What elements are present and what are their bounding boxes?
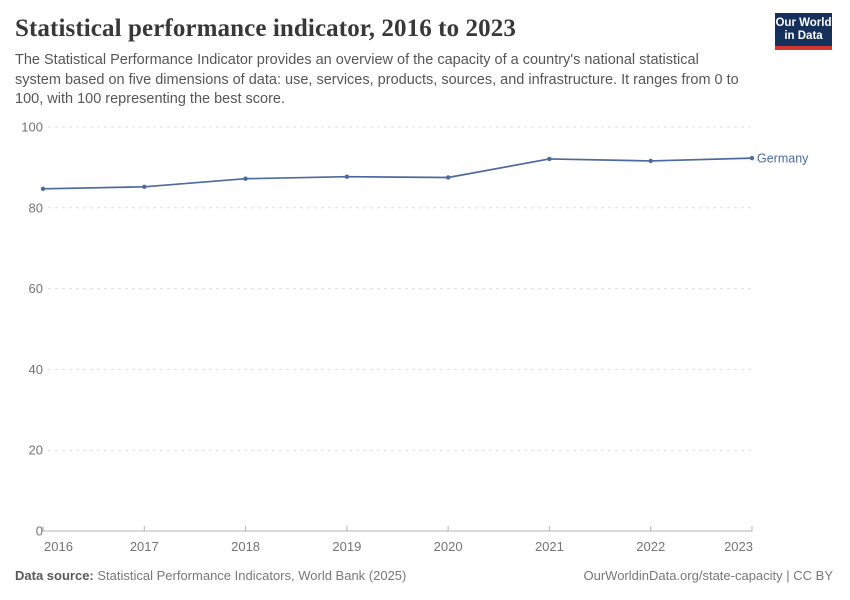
x-tick-label: 2021 (535, 539, 564, 554)
y-tick-label: 80 (29, 200, 43, 215)
x-tick-label: 2017 (130, 539, 159, 554)
y-tick-label: 0 (36, 524, 43, 539)
y-tick-label: 40 (29, 362, 43, 377)
chart-subtitle: The Statistical Performance Indicator pr… (15, 52, 739, 107)
data-source-value: Statistical Performance Indicators, Worl… (93, 568, 407, 583)
x-tick-label: 2018 (231, 539, 260, 554)
y-tick-label: 100 (21, 120, 43, 135)
x-tick-label: 2023 (724, 539, 753, 554)
x-tick-label: 2022 (636, 539, 665, 554)
data-point (344, 174, 350, 179)
data-point (40, 186, 46, 192)
series-label: Germany (757, 152, 809, 166)
data-point (547, 156, 552, 162)
data-point (749, 155, 755, 161)
data-point (243, 176, 248, 181)
owid-logo[interactable]: Our World in Data (775, 13, 832, 50)
x-tick-label: 2016 (44, 539, 73, 554)
data-source: Data source: Statistical Performance Ind… (15, 568, 406, 583)
x-tick-label: 2019 (332, 539, 361, 554)
data-point (648, 158, 653, 164)
line-chart: 0 20 40 60 80 100 2016 2017 2018 2019 2020 2021 2022… (21, 120, 809, 555)
data-line (42, 157, 753, 190)
y-tick-label: 20 (29, 443, 43, 458)
attribution-link[interactable]: OurWorldinData.org/state-capacity | CC B… (583, 568, 833, 583)
owid-logo-line1: Our World (775, 16, 832, 29)
data-point (142, 184, 147, 189)
data-point (445, 175, 451, 180)
owid-logo-line2: in Data (784, 29, 823, 42)
chart-footer: Data source: Statistical Performance Ind… (15, 568, 833, 583)
page-title: Statistical performance indicator, 2016 … (15, 15, 516, 42)
x-tick-label: 2020 (434, 539, 463, 554)
y-tick-label: 60 (29, 281, 43, 296)
data-source-label: Data source: (15, 568, 94, 583)
